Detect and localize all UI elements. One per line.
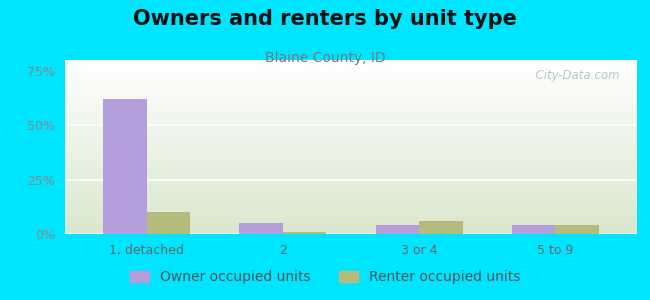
- Text: Owners and renters by unit type: Owners and renters by unit type: [133, 9, 517, 29]
- Bar: [512, 225, 555, 234]
- Bar: [239, 223, 283, 234]
- Legend: Owner occupied units, Renter occupied units: Owner occupied units, Renter occupied un…: [124, 265, 526, 290]
- Bar: [283, 232, 326, 234]
- Bar: [419, 221, 463, 234]
- Bar: [376, 225, 419, 234]
- Bar: [103, 99, 147, 234]
- Bar: [555, 225, 599, 234]
- Text: City-Data.com: City-Data.com: [528, 69, 620, 82]
- Bar: [147, 212, 190, 234]
- Text: Blaine County, ID: Blaine County, ID: [265, 51, 385, 65]
